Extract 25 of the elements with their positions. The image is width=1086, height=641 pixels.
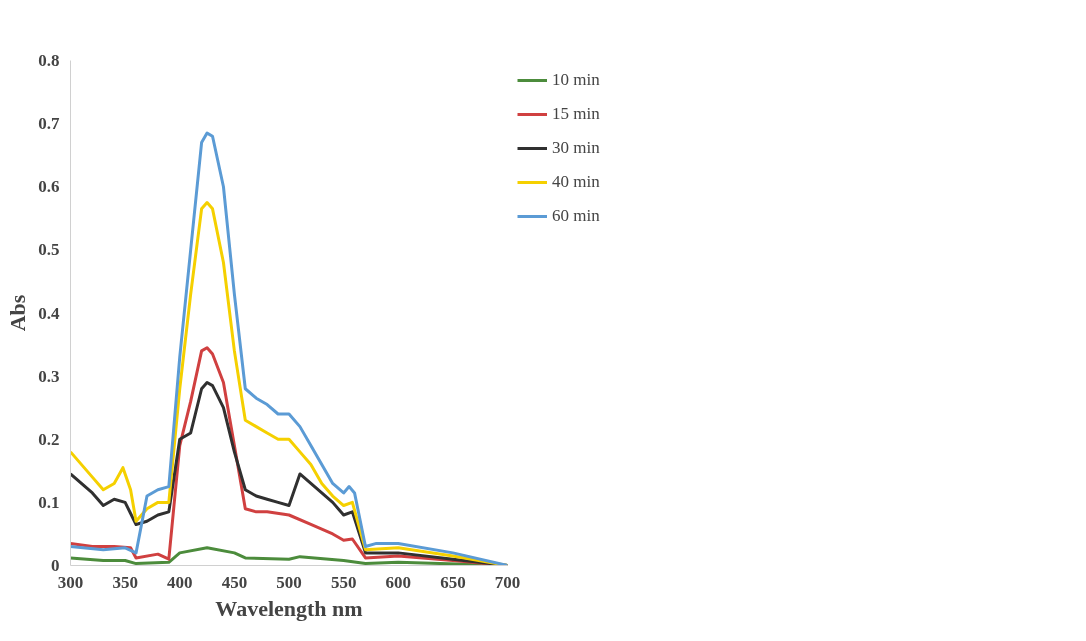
y-tick-label: 0.1 — [38, 492, 60, 512]
y-tick-label: 0.6 — [38, 177, 60, 197]
y-tick-label: 0.5 — [38, 240, 60, 260]
x-tick-label: 350 — [112, 572, 138, 592]
y-tick-label: 0.2 — [38, 429, 60, 449]
y-tick-label: 0.7 — [38, 114, 60, 134]
x-tick-label: 450 — [221, 572, 248, 592]
x-tick-label: 700 — [494, 572, 521, 592]
legend-label: 40 min — [552, 172, 600, 192]
y-axis-title: Abs — [5, 294, 31, 332]
x-tick-label: 650 — [440, 572, 466, 592]
legend-label: 60 min — [552, 206, 600, 226]
y-tick-label: 0.4 — [38, 303, 60, 323]
x-tick-label: 600 — [385, 572, 411, 592]
legend-label: 15 min — [552, 104, 600, 124]
x-tick-label: 550 — [330, 572, 357, 592]
x-tick-label: 500 — [276, 572, 302, 592]
legend-label: 10 min — [552, 70, 600, 90]
y-tick-label: 0.3 — [38, 366, 60, 386]
y-tick-label: 0.8 — [38, 51, 60, 70]
x-axis-title: Wavelength nm — [215, 595, 363, 621]
x-tick-label: 300 — [57, 572, 84, 592]
x-tick-label: 400 — [167, 572, 193, 592]
y-tick-label: 0 — [51, 556, 60, 575]
legend-label: 30 min — [552, 138, 600, 158]
